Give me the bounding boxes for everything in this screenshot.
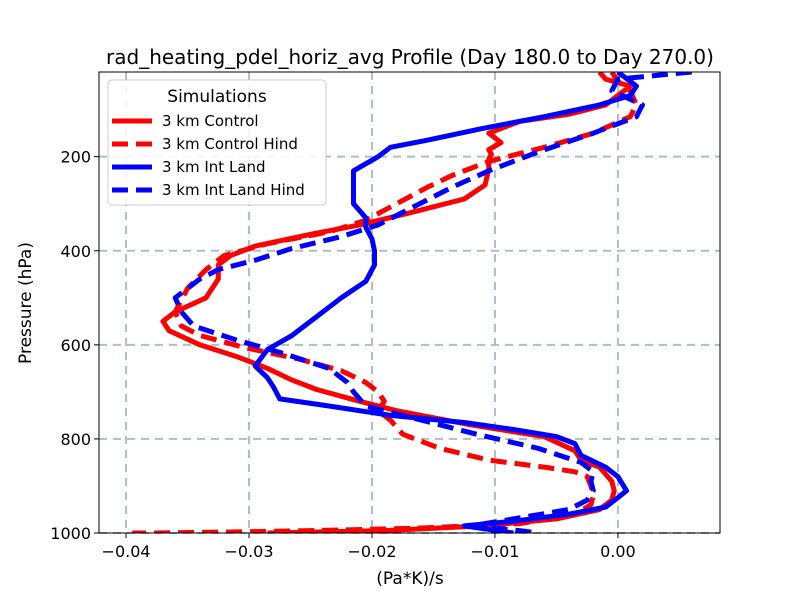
y-tick-label: 200 bbox=[60, 148, 91, 167]
legend-title: Simulations bbox=[167, 87, 267, 107]
series-line-3-km-int-land bbox=[252, 72, 639, 533]
x-axis-label: (Pa*K)/s bbox=[376, 569, 444, 589]
y-tick-label: 800 bbox=[60, 430, 91, 449]
legend-entries: 3 km Control 3 km Control Hind 3 km Int La… bbox=[112, 112, 305, 199]
series-line-3-km-control bbox=[160, 72, 633, 533]
x-tick-label: −0.01 bbox=[470, 542, 519, 561]
legend-box bbox=[107, 79, 327, 206]
y-axis-label: Pressure (hPa) bbox=[16, 242, 36, 364]
legend-label: 3 km Int Land Hind bbox=[162, 181, 305, 199]
x-tick-label: 0.00 bbox=[600, 542, 636, 561]
y-tick-label: 600 bbox=[60, 336, 91, 355]
plot-frame bbox=[98, 71, 721, 534]
axis-ticks: −0.04 −0.03 −0.02 −0.01 0.00 200 400 600 800 1000 bbox=[50, 148, 635, 561]
y-tick-label: 1000 bbox=[50, 524, 91, 543]
x-tick-label: −0.03 bbox=[225, 542, 274, 561]
legend-label: 3 km Control Hind bbox=[162, 135, 298, 153]
y-tick-label: 400 bbox=[60, 242, 91, 261]
legend-label: 3 km Int Land bbox=[162, 158, 266, 176]
series-line-3-km-int-land-hind bbox=[172, 72, 692, 533]
x-tick-label: −0.02 bbox=[347, 542, 396, 561]
legend-label: 3 km Control bbox=[162, 112, 259, 130]
legend: Simulations 3 km Control 3 km Control Hin… bbox=[107, 79, 327, 206]
chart-title: rad_heating_pdel_horiz_avg Profile (Day … bbox=[106, 45, 714, 69]
series-lines bbox=[132, 72, 692, 533]
x-tick-label: −0.04 bbox=[102, 542, 151, 561]
